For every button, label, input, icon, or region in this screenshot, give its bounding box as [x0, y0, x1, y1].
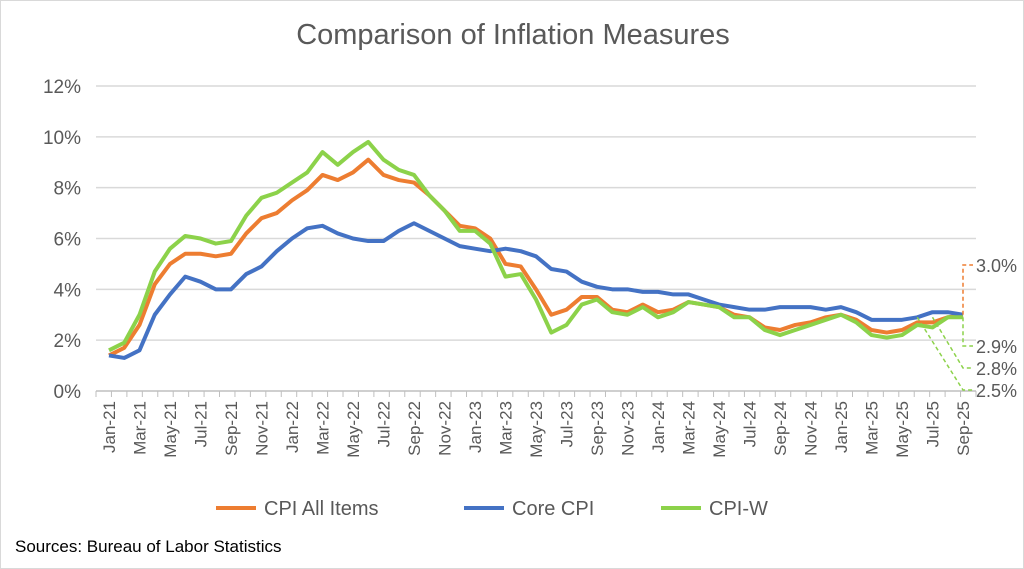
x-tick-label: Jan-22	[283, 401, 302, 453]
x-tick-label: Jul-21	[192, 401, 211, 447]
x-tick-label: Jan-24	[649, 401, 668, 453]
annotation-leader-line	[916, 316, 973, 391]
x-tick-label: May-25	[893, 401, 912, 458]
x-tick-label: Sep-23	[588, 401, 607, 456]
x-tick-label: Mar-22	[314, 401, 333, 455]
x-tick-label: Jan-23	[466, 401, 485, 453]
series-line-cpi-w	[108, 139, 963, 353]
x-tick-label: Nov-22	[436, 401, 455, 456]
x-tick-label: Mar-24	[680, 401, 699, 455]
annotation-label: 2.8%	[976, 359, 1017, 379]
y-tick-label: 6%	[54, 230, 82, 251]
legend-label: CPI All Items	[264, 498, 378, 520]
annotation-label: 2.5%	[976, 381, 1017, 401]
x-tick-label: Sep-25	[954, 401, 973, 456]
x-tick-label: Mar-21	[131, 401, 150, 455]
annotation-label: 3.0%	[976, 256, 1017, 276]
x-tick-label: May-24	[710, 401, 729, 458]
y-tick-label: 4%	[54, 280, 82, 301]
y-tick-label: 0%	[54, 382, 82, 403]
annotation-leader-line	[931, 316, 973, 369]
x-tick-label: Nov-23	[619, 401, 638, 456]
annotation-leader-line	[962, 317, 973, 347]
x-tick-label: Nov-24	[802, 401, 821, 456]
x-tick-label: Jul-24	[741, 401, 760, 447]
x-tick-label: Nov-21	[253, 401, 272, 456]
y-tick-label: 12%	[43, 77, 81, 98]
x-tick-label: Mar-23	[497, 401, 516, 455]
x-tick-label: Mar-25	[863, 401, 882, 455]
x-tick-label: Sep-21	[222, 401, 241, 456]
x-tick-label: May-21	[161, 401, 180, 458]
y-tick-label: 10%	[43, 128, 81, 149]
annotation-label: 2.9%	[976, 337, 1017, 357]
x-tick-label: Jul-22	[375, 401, 394, 447]
x-tick-label: Jan-25	[832, 401, 851, 453]
x-tick-label: Sep-24	[771, 401, 790, 456]
x-tick-label: Jul-23	[558, 401, 577, 447]
sources-note: Sources: Bureau of Labor Statistics	[15, 537, 282, 556]
y-tick-label: 8%	[54, 179, 82, 200]
y-tick-label: 2%	[54, 331, 82, 352]
chart-title: Comparison of Inflation Measures	[296, 19, 730, 51]
legend-label: Core CPI	[512, 498, 594, 520]
series-line-core-cpi	[108, 221, 964, 360]
x-tick-label: May-22	[344, 401, 363, 458]
annotation-leader-line	[962, 264, 973, 315]
legend-label: CPI-W	[709, 498, 768, 520]
series-line-cpi-all-items	[108, 157, 964, 358]
x-tick-label: Jul-25	[924, 401, 943, 447]
x-tick-label: May-23	[527, 401, 546, 458]
x-tick-label: Sep-22	[405, 401, 424, 456]
x-tick-label: Jan-21	[100, 401, 119, 453]
